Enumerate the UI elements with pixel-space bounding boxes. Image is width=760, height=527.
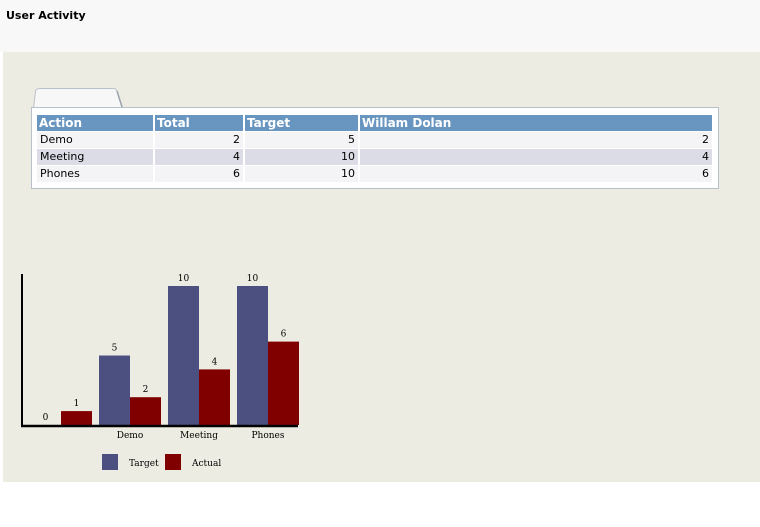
category-labels-layer: Demo Meeting Phones	[117, 431, 285, 441]
category-label: Phones	[251, 431, 284, 441]
data-label-actual: 4	[212, 357, 218, 367]
cell-action: Phones	[37, 164, 155, 182]
legend-label-actual: Actual	[191, 459, 221, 469]
cell-user: 6	[359, 164, 712, 182]
bar-actual	[61, 411, 92, 425]
bar-chart: 0 1 5 2 10 4 10 6 Demo Meeting Phones Target Actua…	[21, 274, 299, 470]
table-header-row: Action Total Target Willam Dolan	[37, 115, 712, 131]
tab-shape	[33, 88, 123, 109]
bar-target	[237, 286, 268, 425]
cell-total: 2	[154, 130, 245, 148]
cell-user: 2	[359, 130, 712, 148]
bar-actual	[199, 369, 230, 425]
cell-action: Demo	[37, 130, 155, 148]
column-header-total[interactable]: Total	[154, 115, 245, 131]
data-label-target: 5	[112, 344, 118, 354]
legend-swatch-target	[102, 454, 118, 470]
bar-target	[168, 286, 199, 425]
bar-actual	[130, 397, 161, 425]
activity-table: Action Total Target Willam Dolan Demo 2 …	[37, 115, 712, 182]
column-header-target[interactable]: Target	[244, 115, 360, 131]
legend-label-target: Target	[129, 459, 159, 469]
header-bar: User Activity	[0, 0, 760, 52]
data-label-actual: 1	[74, 399, 80, 409]
data-label-target: 10	[178, 274, 190, 284]
activity-table-panel: Action Total Target Willam Dolan Demo 2 …	[31, 107, 719, 189]
table-row[interactable]: Meeting 4 10 4	[37, 147, 712, 165]
data-label-target: 10	[247, 274, 259, 284]
cell-target: 10	[244, 147, 360, 165]
cell-action: Meeting	[37, 147, 155, 165]
cell-user: 4	[359, 147, 712, 165]
column-header-user[interactable]: Willam Dolan	[359, 115, 712, 131]
table-row[interactable]: Phones 6 10 6	[37, 164, 712, 182]
table-tab[interactable]	[33, 88, 123, 109]
bars-layer	[61, 286, 299, 425]
data-label-actual: 2	[143, 385, 149, 395]
table-row[interactable]: Demo 2 5 2	[37, 130, 712, 148]
data-label-actual: 6	[281, 330, 287, 340]
category-label: Demo	[117, 431, 144, 441]
bar-actual	[268, 341, 299, 425]
data-label-target: 0	[43, 413, 49, 423]
column-header-action[interactable]: Action	[37, 115, 155, 131]
bar-target	[99, 355, 130, 425]
cell-total: 4	[154, 147, 245, 165]
activity-chart: 0 1 5 2 10 4 10 6 Demo Meeting Phones Target Actua…	[0, 260, 320, 480]
legend-swatch-actual	[165, 454, 181, 470]
value-labels-layer: 0 1 5 2 10 4 10 6	[43, 274, 287, 423]
cell-target: 10	[244, 164, 360, 182]
chart-legend: Target Actual	[102, 454, 221, 470]
category-label: Meeting	[180, 431, 218, 441]
cell-total: 6	[154, 164, 245, 182]
page-title: User Activity	[6, 9, 86, 22]
cell-target: 5	[244, 130, 360, 148]
